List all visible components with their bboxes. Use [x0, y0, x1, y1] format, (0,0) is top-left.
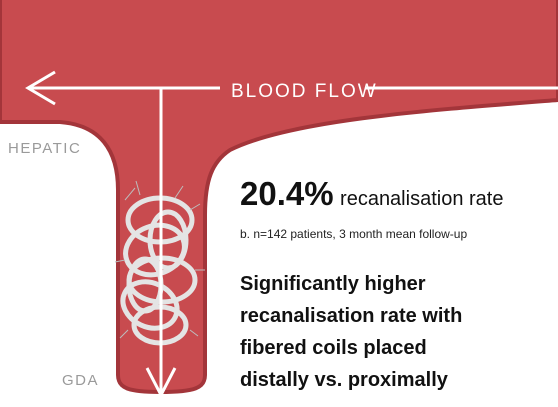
- stat-note: b. n=142 patients, 3 month mean follow-u…: [240, 227, 467, 241]
- branch-label: GDA: [62, 372, 99, 389]
- stat-label: recanalisation rate: [340, 188, 503, 210]
- stat: 20.4% recanalisation rate: [240, 175, 503, 212]
- conclusion-line: recanalisation rate with: [240, 305, 462, 327]
- conclusion-line: fibered coils placed: [240, 337, 427, 359]
- infographic: BLOOD FLOW HEPATIC GDA 20.4% recanalisat…: [0, 0, 558, 407]
- stat-value: 20.4%: [240, 175, 334, 212]
- flow-label: BLOOD FLOW: [231, 81, 378, 102]
- conclusion-line: Significantly higher: [240, 273, 426, 295]
- conclusion-line: distally vs. proximally: [240, 369, 449, 391]
- conclusion: Significantly higher recanalisation rate…: [240, 273, 462, 391]
- branch-label: HEPATIC: [8, 140, 81, 157]
